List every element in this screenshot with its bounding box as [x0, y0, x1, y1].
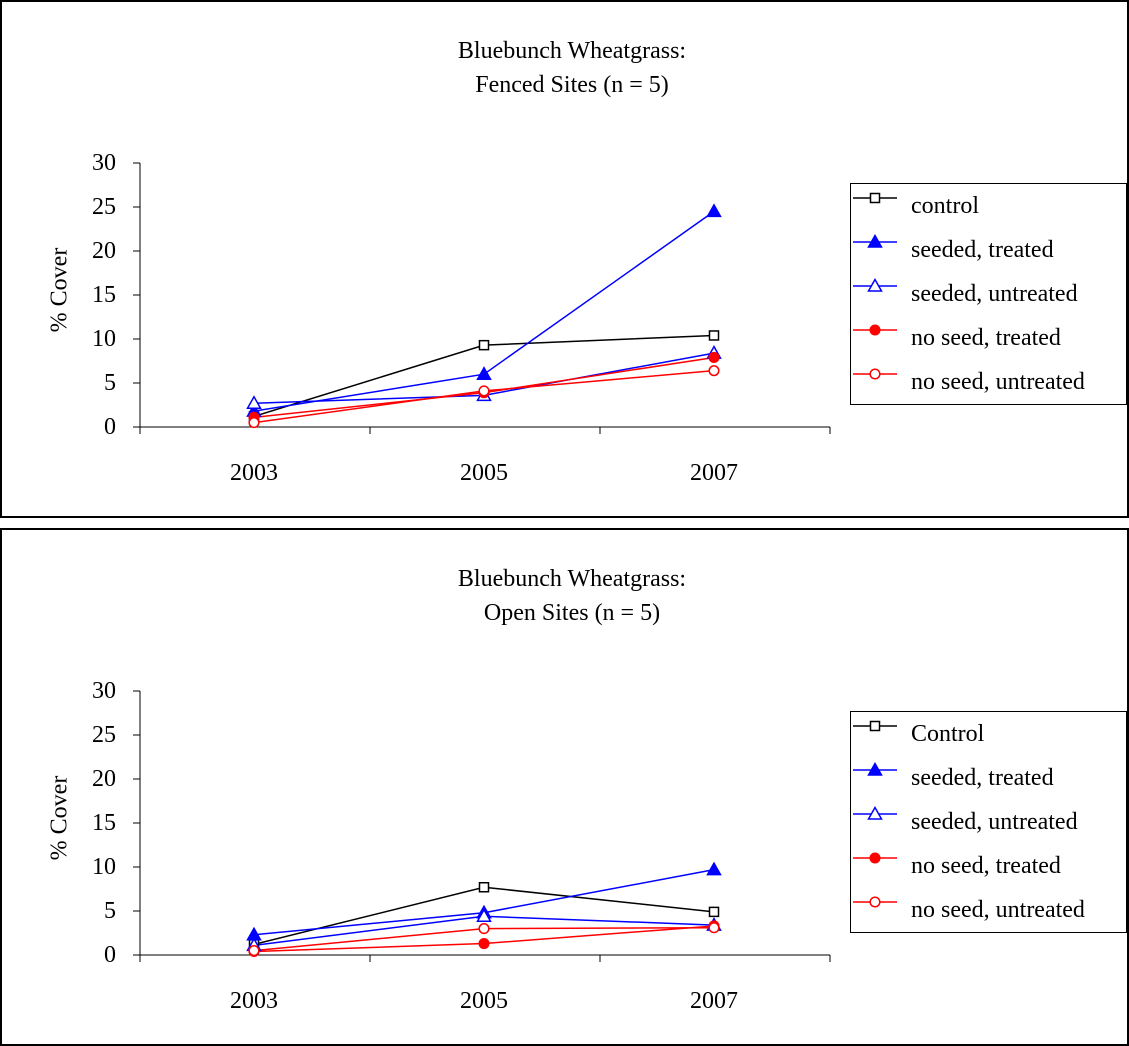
chart-subtitle: Open Sites (n = 5): [483, 600, 661, 626]
data-point-filled-circle: [869, 324, 881, 336]
data-point-open-square: [478, 339, 490, 351]
data-point-open-square: [708, 906, 720, 918]
data-point-filled-circle: [708, 351, 720, 364]
data-point-open-square: [708, 330, 720, 341]
chart-legend: control seeded, treated seeded, untreate…: [850, 183, 1127, 405]
legend-label: seeded, untreated: [911, 281, 1078, 307]
chart-panel-fenced: Bluebunch Wheatgrass: Fenced Sites (n = …: [0, 0, 1129, 518]
data-point-open-square: [869, 720, 881, 732]
legend-label: no seed, untreated: [911, 369, 1085, 395]
y-tick-label: 10: [92, 854, 116, 880]
data-point-open-circle: [478, 385, 490, 397]
legend-symbol-filled-circle: [853, 324, 897, 336]
legend-symbol-open-triangle: [853, 805, 897, 820]
legend-item: Control: [851, 712, 1126, 756]
x-tick-label: 2003: [230, 988, 278, 1014]
y-tick-label: 30: [92, 678, 116, 704]
legend-item: seeded, treated: [851, 756, 1126, 800]
x-tick-label: 2007: [690, 988, 738, 1014]
x-tick-label: 2007: [690, 460, 738, 486]
y-tick-label: 20: [92, 238, 116, 264]
legend-item: seeded, untreated: [851, 800, 1126, 844]
data-point-filled-circle: [478, 938, 490, 950]
data-point-filled-triangle: [476, 366, 492, 380]
legend-symbol-filled-triangle: [853, 233, 897, 248]
y-axis-label: % Cover: [46, 775, 73, 861]
legend-symbol-open-square: [853, 192, 897, 204]
y-axis-label: % Cover: [46, 247, 73, 333]
data-point-filled-triangle: [706, 861, 722, 876]
data-point-open-triangle: [867, 805, 883, 820]
legend-symbol-open-circle: [853, 368, 897, 380]
data-point-open-circle: [869, 896, 881, 908]
y-tick-label: 5: [104, 898, 116, 924]
y-tick-label: 25: [92, 194, 116, 220]
y-tick-label: 30: [92, 150, 116, 176]
data-point-filled-triangle: [867, 761, 883, 776]
legend-item: control: [851, 184, 1126, 228]
data-point-open-circle: [708, 365, 720, 377]
legend-label: no seed, treated: [911, 853, 1061, 879]
data-point-open-circle: [248, 417, 260, 429]
legend-symbol-filled-triangle: [853, 761, 897, 776]
x-tick-label: 2005: [460, 988, 508, 1014]
series-line: [253, 210, 715, 412]
legend-label: seeded, untreated: [911, 809, 1078, 835]
y-tick-label: 0: [104, 414, 116, 440]
legend-symbol-filled-circle: [853, 852, 897, 864]
chart-frame: [0, 528, 1129, 1046]
legend-item: seeded, untreated: [851, 272, 1126, 316]
y-tick-label: 10: [92, 326, 116, 352]
legend-item: no seed, untreated: [851, 360, 1126, 404]
data-point-open-circle: [478, 923, 490, 935]
chart-frame: [0, 0, 1129, 518]
data-point-filled-triangle: [706, 203, 722, 218]
data-point-open-square: [478, 881, 490, 893]
legend-item: seeded, treated: [851, 228, 1126, 272]
chart-open-svg: [0, 528, 1129, 1046]
data-point-open-circle: [869, 368, 881, 380]
legend-item: no seed, treated: [851, 316, 1126, 360]
legend-symbol-open-square: [853, 720, 897, 732]
x-tick-label: 2003: [230, 460, 278, 486]
legend-item: no seed, untreated: [851, 888, 1126, 932]
chart-subtitle: Fenced Sites (n = 5): [475, 72, 669, 98]
y-tick-label: 20: [92, 766, 116, 792]
data-point-filled-triangle: [867, 233, 883, 248]
chart-title: Bluebunch Wheatgrass:: [457, 566, 687, 592]
y-tick-label: 0: [104, 942, 116, 968]
data-point-open-circle: [248, 945, 260, 957]
legend-label: no seed, treated: [911, 325, 1061, 351]
data-point-open-triangle: [476, 908, 492, 923]
y-tick-label: 15: [92, 810, 116, 836]
chart-legend: Control seeded, treated seeded, untreate…: [850, 711, 1127, 933]
legend-symbol-open-circle: [853, 896, 897, 908]
legend-label: no seed, untreated: [911, 897, 1085, 923]
legend-label: seeded, treated: [911, 765, 1054, 791]
legend-label: control: [911, 193, 979, 219]
legend-label: Control: [911, 721, 985, 747]
chart-fenced-svg: [0, 0, 1129, 518]
data-point-open-circle: [708, 922, 720, 934]
x-tick-label: 2005: [460, 460, 508, 486]
data-point-open-triangle: [867, 277, 883, 292]
chart-panel-open: Bluebunch Wheatgrass: Open Sites (n = 5)…: [0, 528, 1129, 1046]
chart-title: Bluebunch Wheatgrass:: [457, 38, 687, 64]
y-tick-label: 25: [92, 722, 116, 748]
data-point-filled-circle: [869, 852, 881, 864]
data-point-open-square: [869, 192, 881, 204]
legend-item: no seed, treated: [851, 844, 1126, 888]
data-point-open-triangle: [246, 395, 262, 409]
y-tick-label: 15: [92, 282, 116, 308]
legend-label: seeded, treated: [911, 237, 1054, 263]
y-tick-label: 5: [104, 370, 116, 396]
legend-symbol-open-triangle: [853, 277, 897, 292]
